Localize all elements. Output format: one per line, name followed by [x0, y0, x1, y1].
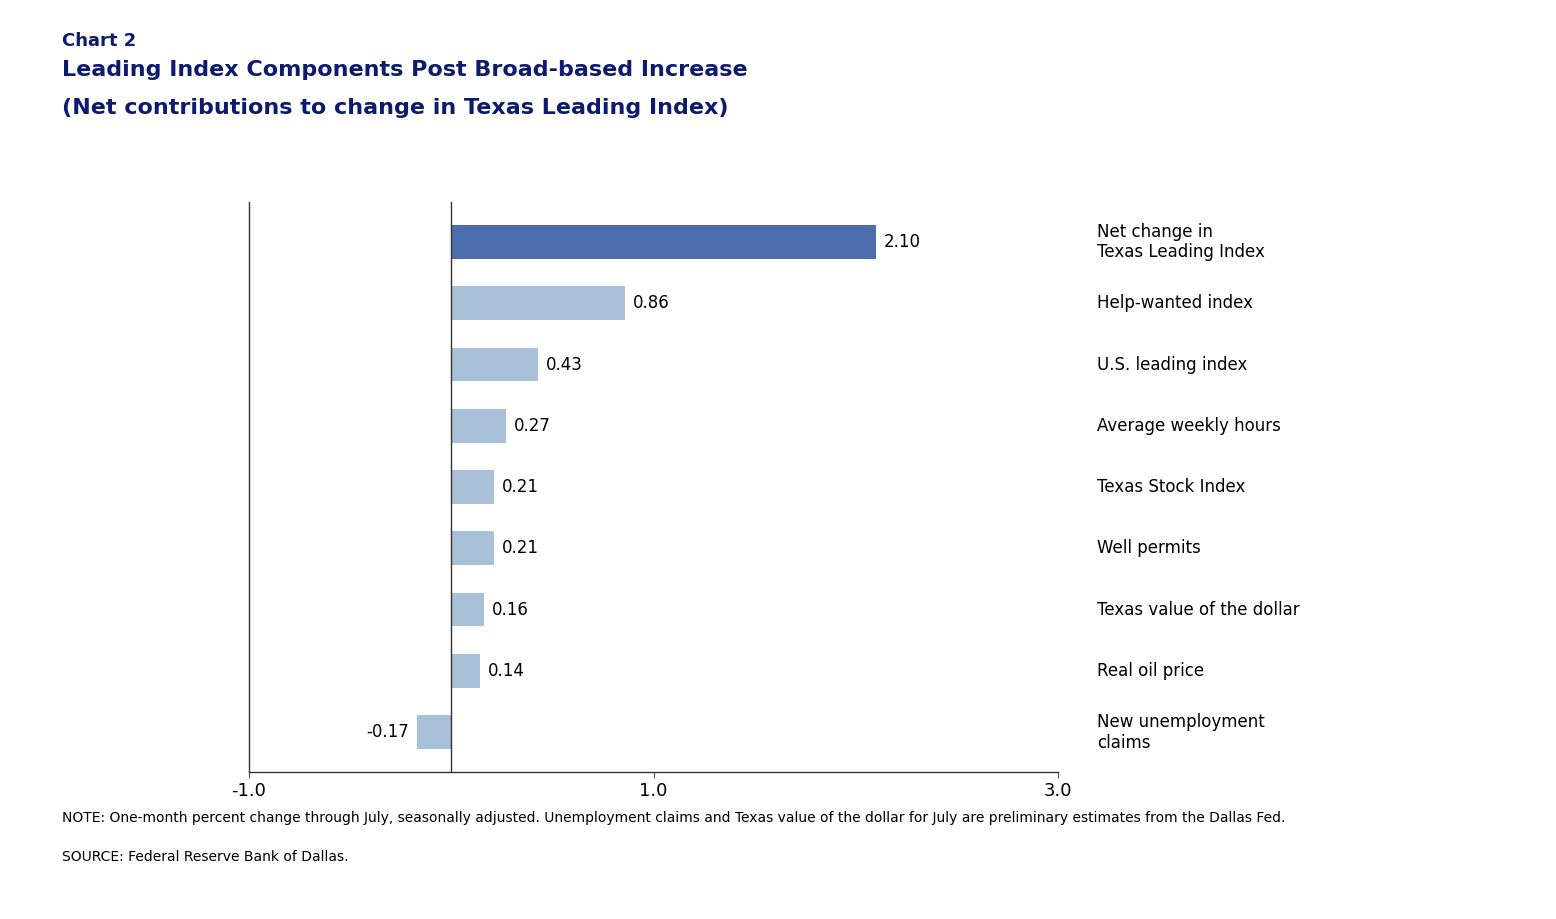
Bar: [451, 225, 876, 259]
Text: 0.86: 0.86: [633, 294, 671, 312]
Text: Net change in
Texas Leading Index: Net change in Texas Leading Index: [1097, 222, 1265, 261]
Text: 0.21: 0.21: [501, 539, 538, 557]
Text: Texas value of the dollar: Texas value of the dollar: [1097, 601, 1299, 618]
Text: Texas Stock Index: Texas Stock Index: [1097, 478, 1245, 496]
Bar: [451, 409, 506, 443]
Text: 0.27: 0.27: [513, 417, 551, 435]
Bar: [451, 654, 479, 687]
Text: U.S. leading index: U.S. leading index: [1097, 356, 1248, 373]
Text: (Net contributions to change in Texas Leading Index): (Net contributions to change in Texas Le…: [62, 98, 728, 119]
Text: Well permits: Well permits: [1097, 539, 1201, 557]
Text: 0.43: 0.43: [546, 356, 584, 373]
Bar: [451, 471, 493, 504]
Text: 0.21: 0.21: [501, 478, 538, 496]
Text: Leading Index Components Post Broad-based Increase: Leading Index Components Post Broad-base…: [62, 60, 748, 80]
Bar: [451, 347, 538, 381]
Bar: [417, 715, 451, 749]
Bar: [451, 593, 484, 627]
Text: -0.17: -0.17: [366, 723, 409, 741]
Text: NOTE: One-month percent change through July, seasonally adjusted. Unemployment c: NOTE: One-month percent change through J…: [62, 811, 1285, 824]
Text: 2.10: 2.10: [884, 233, 921, 251]
Bar: [451, 531, 493, 565]
Text: Chart 2: Chart 2: [62, 32, 137, 51]
Text: 0.14: 0.14: [487, 662, 524, 680]
Text: Real oil price: Real oil price: [1097, 662, 1204, 680]
Text: SOURCE: Federal Reserve Bank of Dallas.: SOURCE: Federal Reserve Bank of Dallas.: [62, 850, 349, 864]
Text: New unemployment
claims: New unemployment claims: [1097, 713, 1265, 752]
Text: Average weekly hours: Average weekly hours: [1097, 417, 1281, 435]
Bar: [451, 287, 626, 320]
Text: Help-wanted index: Help-wanted index: [1097, 294, 1253, 312]
Text: 0.16: 0.16: [492, 601, 529, 618]
